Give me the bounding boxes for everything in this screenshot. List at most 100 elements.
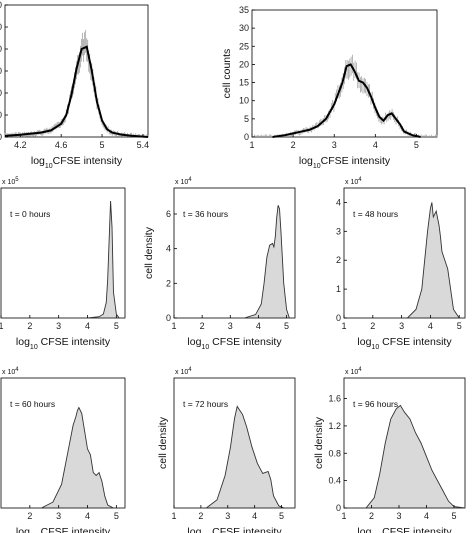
fitted-curve (4, 45, 149, 138)
y-tick-label: 1 (336, 284, 341, 294)
x-axis-label-rest: CFSE intensity (379, 526, 452, 533)
chart-top-left: 4.2 4.6 5 5.4 0 20 40 60 80 100 120 log10CFSE inten… (0, 0, 149, 170)
y-tick-label: 20 (239, 59, 249, 69)
x-tick-label: 1 (341, 511, 346, 521)
y-tick-label: 2 (336, 255, 341, 265)
axis-exponent-base: x 10 (175, 179, 188, 186)
x-axis-label-log: log (16, 336, 30, 348)
x-tick-label: 3 (225, 511, 230, 521)
x-axis-label-sub: 10 (371, 344, 379, 351)
x-axis-label-log: log (31, 155, 45, 167)
x-axis-label-rest: CFSE intensity (38, 526, 111, 533)
density-area (1, 406, 125, 509)
x-axis-label: log10 CFSE intensity (16, 526, 111, 533)
x-tick-label: 1 (171, 511, 176, 521)
axis-exponent: x 105 (2, 177, 19, 186)
x-axis-label: log10 CFSE intensity (187, 526, 282, 533)
x-axis-label: log10 CFSE intensity (16, 336, 111, 351)
axis-exponent-power: 4 (358, 177, 362, 183)
x-axis-label-log: log (187, 526, 201, 533)
x-axis-label-rest: CFSE intensity (209, 336, 282, 348)
x-tick-label: 5 (457, 321, 462, 331)
x-tick-label: 5 (451, 511, 456, 521)
x-axis-label-rest: CFSE intensity (209, 526, 282, 533)
x-axis-label: log10CFSE intensity (31, 155, 123, 170)
x-tick-label: 5 (114, 321, 119, 331)
y-tick-label: 0.4 (328, 476, 341, 486)
x-tick-label: 5 (114, 511, 119, 521)
time-annotation: t = 72 hours (183, 399, 228, 409)
x-tick-label: 3 (228, 321, 233, 331)
y-tick-label: 0 (244, 132, 249, 142)
x-axis-label-log: log (299, 155, 313, 167)
axis-exponent-power: 4 (188, 367, 192, 373)
x-tick-label: 3 (399, 321, 404, 331)
axis-exponent: x 104 (2, 367, 19, 376)
chart-t96: t = 96 hours 1 2 3 4 5 0 0.4 0.8 1.2 1.6 log10 CFSE… (313, 367, 466, 533)
x-axis-label-sub: 10 (30, 344, 38, 351)
x-tick-label: 1 (341, 321, 346, 331)
y-tick-label: 0.8 (328, 448, 341, 458)
axis-exponent-base: x 10 (345, 369, 358, 376)
x-axis-label-log: log (16, 526, 30, 533)
time-annotation: t = 0 hours (10, 209, 50, 219)
y-tick-label: 6 (166, 209, 171, 219)
axis-exponent: x 104 (345, 177, 362, 186)
y-tick-label: 25 (239, 41, 249, 51)
y-tick-label: 20 (0, 110, 2, 120)
x-tick-label: 2 (200, 321, 205, 331)
density-area (344, 202, 465, 319)
y-tick-label: 60 (0, 66, 2, 76)
x-axis-label: log10 CFSE intensity (357, 336, 452, 351)
axis-exponent-power: 4 (188, 177, 192, 183)
fitted-curve (272, 63, 421, 138)
axis-exponent-base: x 10 (2, 179, 15, 186)
x-axis-label: log10 CFSE intensity (357, 526, 452, 533)
x-tick-label: 4.2 (14, 140, 27, 150)
x-tick-label: 4.6 (55, 140, 68, 150)
x-axis-label: log10 CFSE intensity (187, 336, 282, 351)
y-tick-label: 4 (336, 197, 341, 207)
time-annotation: t = 36 hours (183, 209, 228, 219)
x-tick-label: 4 (85, 511, 90, 521)
x-axis-label-rest: CFSE intensity (321, 155, 391, 167)
y-tick-label: 1.2 (328, 421, 341, 431)
x-axis-label-rest: CFSE intensity (38, 336, 111, 348)
x-tick-label: 4 (256, 321, 261, 331)
axis-exponent: x 104 (345, 367, 362, 376)
axis-exponent-power: 5 (15, 177, 19, 183)
y-tick-label: 0 (336, 503, 341, 513)
x-tick-label: 5.4 (137, 140, 150, 150)
x-axis-label-rest: CFSE intensity (379, 336, 452, 348)
x-tick-label: 4 (424, 511, 429, 521)
y-axis-label: cell density (143, 226, 155, 279)
x-axis-label-log: log (187, 336, 201, 348)
axis-exponent-power: 4 (358, 367, 362, 373)
x-tick-label: 4 (85, 321, 90, 331)
chart-t36: t = 36 hours 1 2 3 4 5 0 2 4 6 log10 CFSE intensit… (143, 177, 296, 351)
y-tick-label: 0 (336, 313, 341, 323)
x-tick-label: 2 (198, 511, 203, 521)
x-tick-label: 1 (249, 140, 254, 150)
x-tick-label: 5 (284, 321, 289, 331)
y-tick-label: 1.6 (328, 394, 341, 404)
y-tick-label: 2 (166, 278, 171, 288)
y-tick-label: 30 (239, 23, 249, 33)
y-tick-label: 80 (0, 44, 2, 54)
x-axis-label-log: log (357, 526, 371, 533)
x-axis-label-rest: CFSE intensity (53, 155, 123, 167)
x-tick-label: 3 (396, 511, 401, 521)
x-tick-label: 2 (370, 321, 375, 331)
y-axis-label: cell density (313, 416, 325, 469)
x-tick-label: 3 (56, 321, 61, 331)
time-annotation: t = 96 hours (353, 399, 398, 409)
y-tick-label: 5 (244, 114, 249, 124)
density-area (1, 200, 125, 319)
x-axis-label-sub: 10 (201, 344, 209, 351)
y-tick-label: 35 (239, 5, 249, 15)
x-tick-label: 3 (56, 511, 61, 521)
